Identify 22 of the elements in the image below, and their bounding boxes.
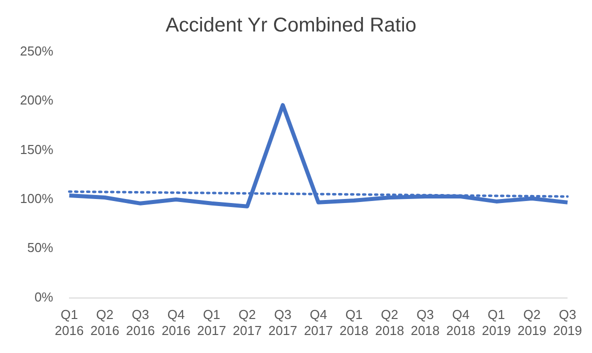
y-tick-label: 0% <box>34 289 54 304</box>
x-tick-label: Q2 2017 <box>232 307 262 338</box>
x-tick-label: Q2 2019 <box>517 307 546 338</box>
y-tick-label: 200% <box>20 92 54 108</box>
y-tick-label: 100% <box>20 191 54 206</box>
x-tick-label: Q3 2016 <box>126 307 155 338</box>
x-tick-label: Q4 2017 <box>304 307 333 338</box>
x-tick-label: Q1 2019 <box>482 307 511 338</box>
x-tick-label: Q1 2016 <box>54 307 84 338</box>
x-tick-label: Q4 2018 <box>446 307 476 338</box>
y-tick-label: 150% <box>20 142 54 157</box>
y-tick-label: 50% <box>27 240 54 256</box>
x-tick-label: Q2 2018 <box>375 307 404 338</box>
x-tick-label: Q1 2018 <box>340 307 368 338</box>
x-tick-label: Q4 2016 <box>162 307 190 338</box>
chart-title: Accident Yr Combined Ratio <box>166 14 416 37</box>
x-tick-label: Q2 2016 <box>90 307 120 338</box>
x-tick-label: Q3 2017 <box>268 307 298 338</box>
x-tick-label: Q3 2019 <box>553 307 582 338</box>
x-tick-label: Q1 2017 <box>197 307 226 338</box>
y-tick-label: 250% <box>20 44 54 59</box>
x-tick-label: Q3 2018 <box>410 307 440 338</box>
